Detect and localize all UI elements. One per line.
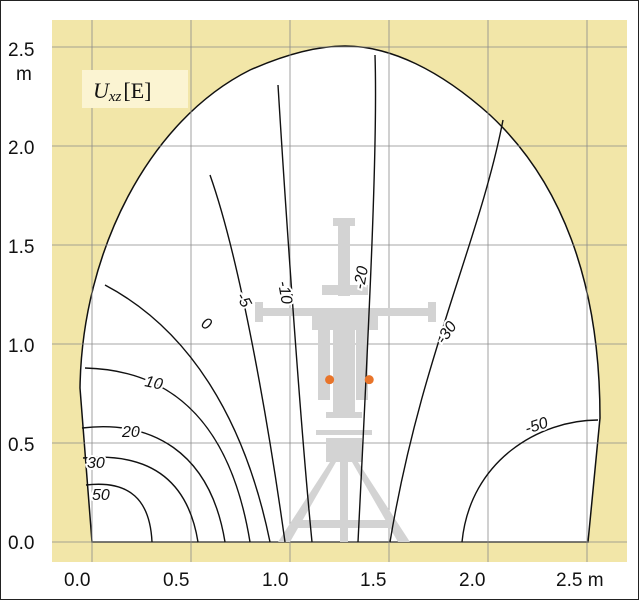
sensor-marker: [325, 375, 335, 385]
contour-minus30: [389, 119, 504, 543]
y-tick-label: 1.5: [8, 237, 34, 258]
contour-minus5: [209, 174, 286, 543]
sensor-marker: [364, 375, 374, 385]
contour-label-20: 20: [121, 424, 140, 441]
tool-silhouette: [255, 218, 436, 542]
x-tick-label: 0.0: [64, 570, 90, 591]
y-tick-label: 1.0: [8, 336, 34, 357]
contour-50-left: [85, 483, 153, 543]
contour-lines: [81, 54, 599, 543]
y-tick-label: 2.5: [8, 40, 34, 61]
x-tick-label: 1.5: [360, 570, 386, 591]
y-unit-label: m: [16, 64, 32, 85]
x-tick-label: 2.5 m: [556, 570, 604, 591]
contour-minus10: [277, 84, 313, 543]
x-tick-label: 0.5: [163, 570, 189, 591]
x-tick-label: 1.0: [262, 570, 288, 591]
contour-minus50: [461, 419, 599, 543]
contour-20-left: [81, 426, 226, 543]
panel-title-box: [82, 70, 188, 108]
x-axis-ticks: 0.0 0.5 1.0 1.5 2.0 2.5 m: [64, 570, 604, 591]
y-axis-ticks: 0.0 0.5 1.0 1.5 2.0 2.5 m: [8, 40, 34, 554]
contour-label-10: 10: [143, 373, 164, 393]
x-tick-label: 2.0: [459, 570, 485, 591]
panel-title: Uxz[E]: [93, 78, 151, 105]
panel-title-symbol: U: [93, 78, 111, 103]
panel-title-unit: [E]: [123, 78, 151, 103]
contour-label-minus20: -20: [351, 265, 372, 291]
y-tick-label: 2.0: [8, 138, 34, 159]
panel-title-subscript: xz: [108, 89, 122, 105]
sensor-markers: [325, 375, 374, 385]
contour-10-left: [84, 367, 251, 543]
y-tick-label: 0.0: [8, 533, 34, 554]
contour-label-30: 30: [87, 455, 105, 472]
contour-30-left: [82, 456, 199, 543]
y-tick-label: 0.5: [8, 435, 34, 456]
contour-minus20: [357, 54, 377, 543]
contour-0: [104, 284, 271, 543]
contour-label-50: 50: [92, 487, 110, 504]
